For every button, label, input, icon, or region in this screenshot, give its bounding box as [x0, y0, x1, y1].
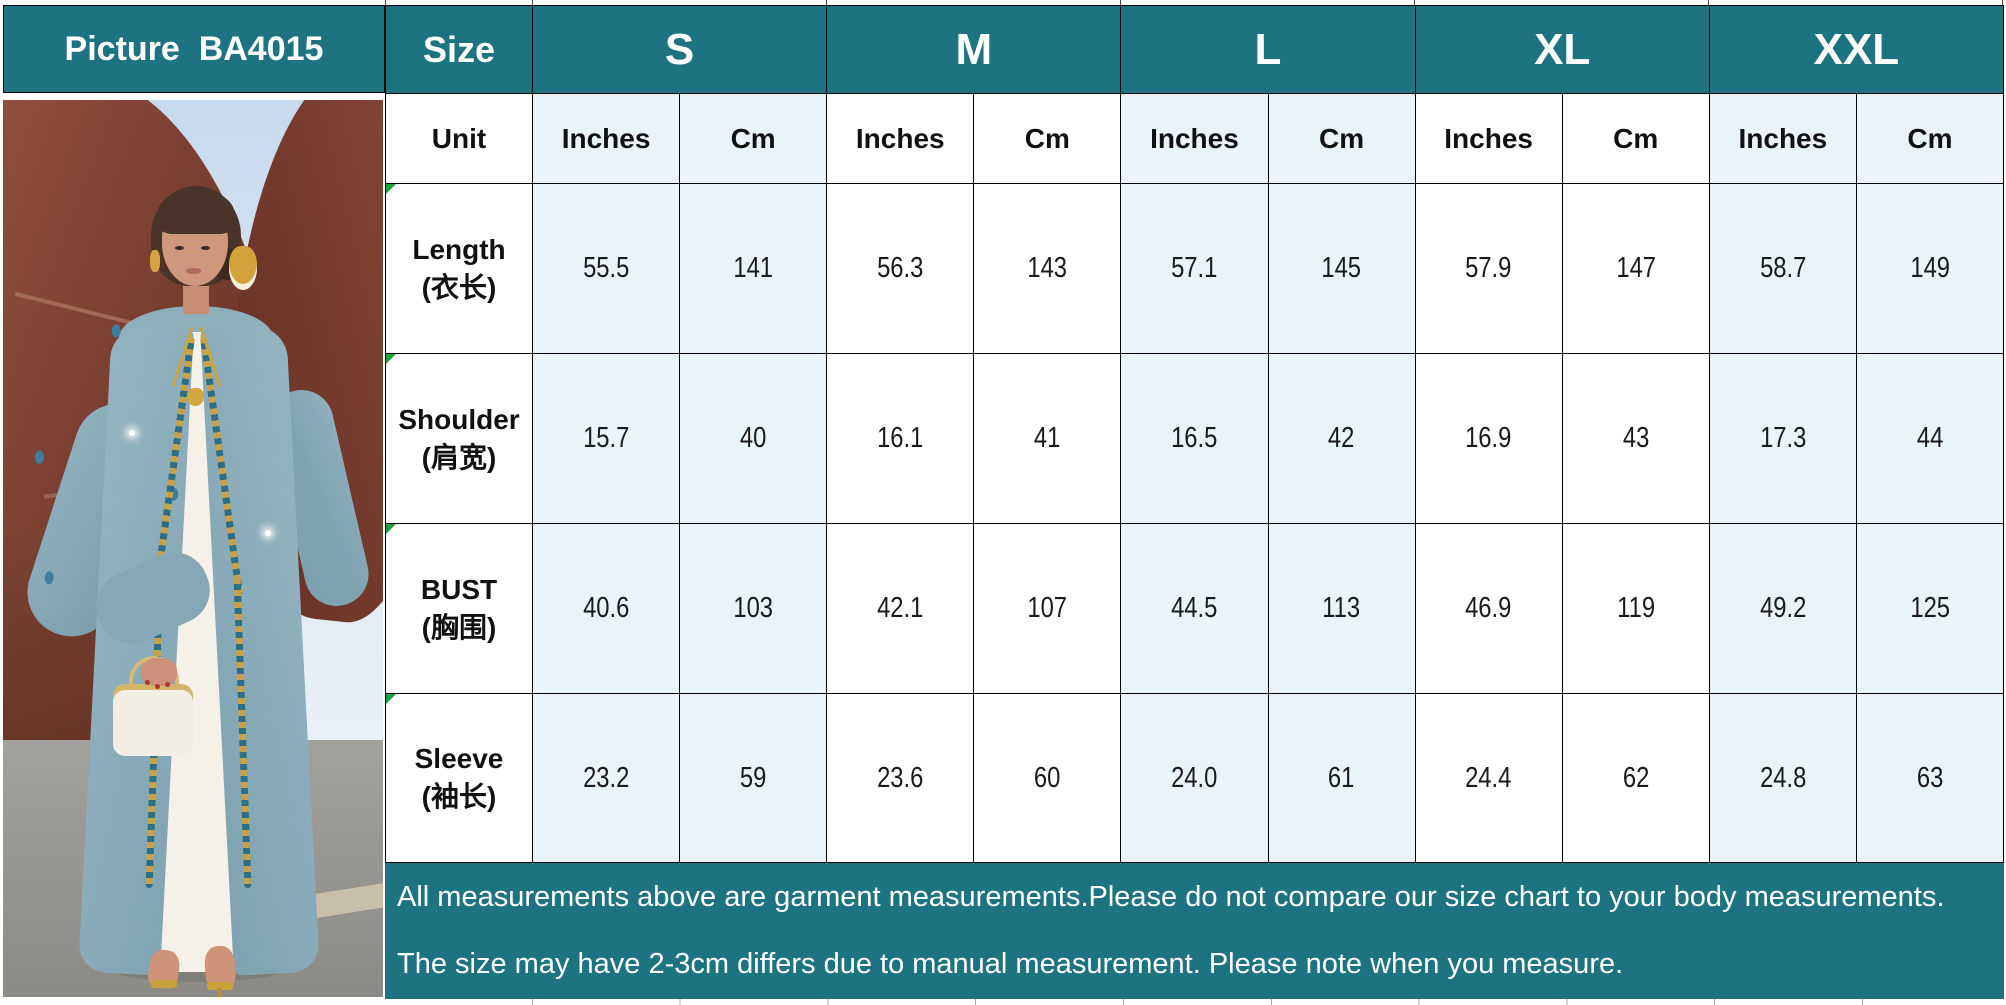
table-cell: 49.2 — [1709, 524, 1857, 694]
sparkle — [129, 430, 135, 436]
table-cell: 40.6 — [533, 524, 681, 694]
note-line-1: All measurements above are garment measu… — [397, 881, 1945, 913]
top-gridline-ticks — [385, 0, 2004, 5]
unit-cell: Cm — [1268, 94, 1416, 184]
unit-cell: Cm — [680, 94, 828, 184]
table-cell: 103 — [680, 524, 828, 694]
table-cell: 141 — [680, 184, 828, 354]
model-eye — [201, 246, 210, 250]
handbag — [113, 684, 193, 756]
unit-cell: Inches — [1709, 94, 1857, 184]
table-cell: 62 — [1562, 694, 1710, 863]
table-cell: 44.5 — [1121, 524, 1269, 694]
gold-heel-right — [207, 982, 233, 990]
row-label-length: Length (衣长) — [386, 184, 533, 354]
unit-cell: Cm — [974, 94, 1122, 184]
model-lips — [186, 268, 201, 274]
row-label-shoulder: Shoulder (肩宽) — [386, 354, 533, 524]
table-cell: 43 — [1562, 354, 1710, 524]
necklace-pendant — [187, 388, 204, 406]
size-col-m: M — [827, 6, 1122, 94]
row-label-sleeve: Sleeve (袖长) — [386, 694, 533, 863]
gold-earring-right — [229, 246, 257, 290]
unit-label-cell: Unit — [386, 94, 533, 184]
table-cell: 61 — [1268, 694, 1416, 863]
table-cell: 24.0 — [1121, 694, 1269, 863]
table-cell: 59 — [680, 694, 828, 863]
table-cell: 57.9 — [1415, 184, 1563, 354]
size-col-xl: XL — [1415, 6, 1710, 94]
table-cell: 24.8 — [1709, 694, 1857, 863]
row-label-bust: BUST (胸围) — [386, 524, 533, 694]
table-cell: 15.7 — [533, 354, 681, 524]
table-cell: 57.1 — [1121, 184, 1269, 354]
table-cell: 60 — [974, 694, 1122, 863]
model-eye — [175, 246, 184, 250]
unit-cell: Inches — [827, 94, 975, 184]
model-hair-front — [158, 190, 234, 234]
unit-cell: Inches — [533, 94, 681, 184]
size-col-xxl: XXL — [1709, 6, 2004, 94]
table-cell: 63 — [1856, 694, 2004, 863]
size-col-l: L — [1121, 6, 1416, 94]
table-cell: 23.6 — [827, 694, 975, 863]
table-cell: 42.1 — [827, 524, 975, 694]
table-cell: 16.9 — [1415, 354, 1563, 524]
table-cell: 46.9 — [1415, 524, 1563, 694]
unit-cell: Inches — [1121, 94, 1269, 184]
table-cell: 143 — [974, 184, 1122, 354]
table-cell: 147 — [1562, 184, 1710, 354]
unit-cell: Cm — [1562, 94, 1710, 184]
table-cell: 16.1 — [827, 354, 975, 524]
table-cell: 17.3 — [1709, 354, 1857, 524]
table-cell: 125 — [1856, 524, 2004, 694]
note-line-2: The size may have 2-3cm differs due to m… — [397, 948, 1624, 980]
measurement-notes: All measurements above are garment measu… — [385, 863, 2004, 999]
gold-earring-left — [150, 250, 160, 272]
size-table: Size S M L XL XXL Unit Inches Cm Inches … — [385, 5, 2004, 863]
table-cell: 58.7 — [1709, 184, 1857, 354]
table-cell: 56.3 — [827, 184, 975, 354]
bottom-gridline-ticks — [385, 999, 2004, 1005]
table-cell: 24.4 — [1415, 694, 1563, 863]
table-cell: 145 — [1268, 184, 1416, 354]
picture-header: Picture BA4015 — [3, 5, 385, 93]
table-cell: 149 — [1856, 184, 2004, 354]
product-photo — [3, 100, 383, 997]
table-cell: 119 — [1562, 524, 1710, 694]
table-cell: 107 — [974, 524, 1122, 694]
unit-cell: Inches — [1415, 94, 1563, 184]
unit-cell: Cm — [1856, 94, 2004, 184]
gold-heel-left — [151, 980, 177, 988]
table-cell: 113 — [1268, 524, 1416, 694]
table-cell: 23.2 — [533, 694, 681, 863]
table-cell: 44 — [1856, 354, 2004, 524]
size-col-s: S — [533, 6, 828, 94]
table-cell: 55.5 — [533, 184, 681, 354]
table-cell: 42 — [1268, 354, 1416, 524]
heel-spike — [217, 988, 221, 997]
picture-title: Picture BA4015 — [64, 29, 324, 68]
size-header-cell: Size — [386, 6, 533, 94]
table-cell: 41 — [974, 354, 1122, 524]
table-cell: 40 — [680, 354, 828, 524]
table-cell: 16.5 — [1121, 354, 1269, 524]
sparkle — [265, 530, 271, 536]
